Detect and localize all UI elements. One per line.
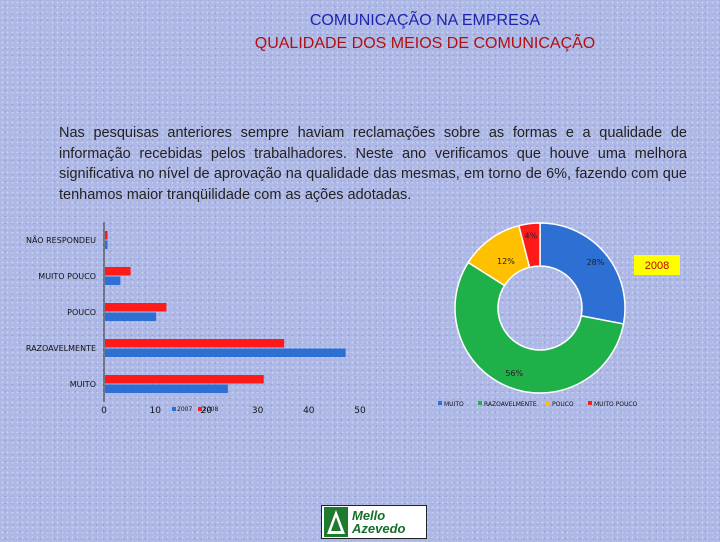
slice-value-label: 28% — [587, 258, 605, 267]
legend-label: POUCO — [552, 401, 574, 408]
legend-label: MUITO POUCO — [594, 401, 638, 408]
logo-text-line2: Azevedo — [352, 521, 406, 536]
legend-swatch — [438, 401, 442, 405]
x-tick-label: 20 — [201, 406, 213, 416]
legend-label: 2007 — [177, 406, 192, 413]
x-tick-label: 30 — [252, 406, 264, 416]
slice-value-label: 12% — [497, 257, 515, 266]
donut-slice — [517, 222, 541, 269]
x-tick-label: 10 — [149, 406, 161, 416]
donut-title-badge — [634, 255, 680, 275]
description-paragraph: Nas pesquisas anteriores sempre haviam r… — [59, 125, 687, 203]
legend-swatch — [546, 401, 550, 405]
bar-2007 — [105, 384, 228, 393]
category-label: NÃO RESPONDEU — [26, 235, 96, 245]
x-tick-label: 50 — [354, 406, 366, 416]
page-subtitle: QUALIDADE DOS MEIOS DE COMUNICAÇÃO — [254, 35, 596, 52]
logo-mark-icon — [324, 507, 348, 537]
page-title: COMUNICAÇÃO NA EMPRESA — [309, 12, 541, 29]
legend-swatch — [588, 401, 592, 405]
bar-2008 — [105, 267, 131, 276]
donut-slice — [539, 222, 626, 325]
company-logo: Mello Azevedo — [321, 505, 427, 539]
legend-swatch — [172, 407, 176, 411]
slice-value-label: 56% — [505, 369, 523, 378]
logo-text-line1: Mello — [352, 508, 386, 523]
category-label: MUITO — [70, 380, 96, 389]
bar-2008 — [105, 303, 167, 312]
bar-2007 — [105, 276, 121, 285]
bar-2007 — [105, 348, 346, 357]
bar-2007 — [105, 240, 108, 249]
x-tick-label: 0 — [101, 406, 107, 416]
legend-swatch — [198, 407, 202, 411]
legend-swatch — [478, 401, 482, 405]
legend-label: RAZOAVELMENTE — [484, 401, 537, 408]
x-tick-label: 40 — [303, 406, 315, 416]
bar-2008 — [105, 339, 285, 348]
bar-2008 — [105, 375, 264, 384]
bar-2007 — [105, 312, 157, 321]
legend-label: 2008 — [203, 406, 218, 413]
legend-label: MUITO — [444, 401, 464, 408]
bar-2008 — [105, 231, 108, 240]
category-label: MUITO POUCO — [38, 272, 96, 281]
category-label: RAZOAVELMENTE — [26, 344, 96, 353]
donut-slice — [454, 261, 625, 394]
donut-title: 2008 — [645, 260, 669, 272]
category-label: POUCO — [67, 308, 96, 317]
slice-value-label: 4% — [524, 232, 537, 241]
